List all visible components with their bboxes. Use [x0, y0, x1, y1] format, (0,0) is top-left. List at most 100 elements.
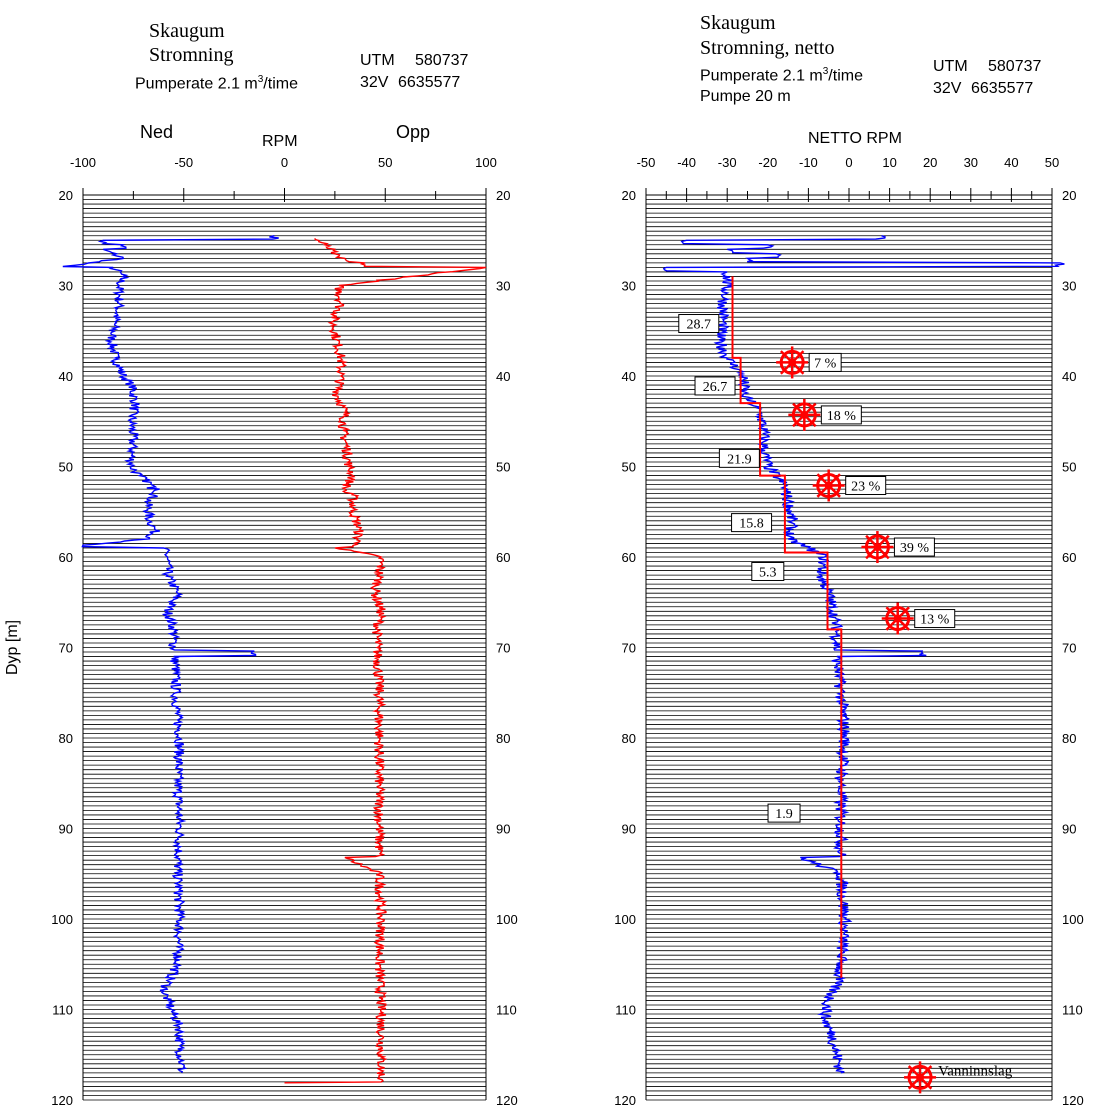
y-tick-label: 30 — [59, 279, 73, 294]
series-avg — [731, 276, 843, 978]
y-tick-label: 100 — [614, 912, 636, 927]
series-netto — [662, 235, 1065, 1074]
inflow-label: 13 % — [920, 613, 950, 628]
up-label: Opp — [396, 122, 431, 142]
right-utm-e: 580737 — [988, 58, 1042, 75]
y-tick-label: 110 — [496, 1003, 517, 1018]
inflow-label: 18 % — [827, 409, 857, 424]
y-tick-label: 20 — [1062, 188, 1076, 203]
value-label: 5.3 — [759, 565, 777, 580]
inflow-label-box — [893, 537, 935, 557]
y-tick-label: 90 — [59, 822, 73, 837]
x-tick-label: -50 — [174, 155, 193, 170]
y-tick-label: 70 — [622, 641, 636, 656]
y-tick-label: 30 — [496, 279, 510, 294]
y-tick-label: 20 — [622, 188, 636, 203]
y-tick-label: 20 — [59, 188, 73, 203]
y-tick-label: 120 — [614, 1093, 636, 1106]
y-tick-label: 120 — [51, 1093, 73, 1106]
y-tick-label: 90 — [1062, 822, 1076, 837]
y-tick-label: 60 — [1062, 550, 1076, 565]
y-tick-label: 100 — [51, 912, 73, 927]
inflow-wheel-icon — [776, 346, 809, 379]
y-tick-label: 40 — [1062, 369, 1076, 384]
left-zone: 32V — [360, 74, 389, 91]
value-label-box — [694, 376, 736, 396]
value-label: 15.8 — [739, 517, 764, 532]
x-tick-label: 100 — [475, 155, 497, 170]
right-pump-unit: /time — [828, 67, 863, 85]
right-site-title: Skaugum — [700, 12, 776, 34]
inflow-label-box — [845, 476, 887, 496]
legend-label: Vanninnslag — [938, 1063, 1013, 1079]
y-tick-label: 80 — [622, 731, 636, 746]
right-zone: 32V — [933, 80, 962, 97]
y-tick-label: 120 — [496, 1093, 518, 1106]
inflow-label-box — [820, 405, 862, 425]
y-tick-label: 100 — [496, 912, 518, 927]
y-tick-label: 120 — [1062, 1093, 1084, 1106]
x-tick-label: -50 — [637, 155, 656, 170]
inflow-wheel-icon — [861, 531, 894, 564]
y-tick-label: 110 — [1062, 1003, 1083, 1018]
inflow-label: 23 % — [851, 480, 881, 495]
right-axis-title: NETTO RPM — [808, 130, 902, 147]
y-tick-label: 20 — [496, 188, 510, 203]
right-pump-rate: Pumperate 2.1 m3/time — [700, 66, 863, 85]
right-pump-label: Pumperate — [700, 67, 779, 85]
left-subtitle: Stromning — [149, 44, 234, 66]
y-tick-label: 70 — [59, 641, 73, 656]
right-utm-label: UTM — [933, 58, 968, 75]
y-tick-label: 110 — [615, 1003, 636, 1018]
x-tick-label: -10 — [799, 155, 818, 170]
y-tick-label: 50 — [59, 460, 73, 475]
y-tick-label: 60 — [59, 550, 73, 565]
y-tick-label: 40 — [496, 369, 510, 384]
y-tick-label: 40 — [622, 369, 636, 384]
inflow-label-box — [808, 352, 842, 372]
right-pump-value: 2.1 m — [782, 67, 823, 85]
x-tick-label: 10 — [882, 155, 896, 170]
series-ned — [62, 235, 279, 1074]
y-tick-label: 50 — [622, 460, 636, 475]
x-tick-label: 0 — [845, 155, 852, 170]
left-pump-label: Pumperate — [135, 75, 214, 93]
y-tick-label: 50 — [1062, 460, 1076, 475]
y-tick-label: 30 — [622, 279, 636, 294]
y-tick-label: 50 — [496, 460, 510, 475]
left-utm-label: UTM — [360, 52, 395, 69]
x-tick-label: 20 — [923, 155, 937, 170]
x-tick-label: -20 — [758, 155, 777, 170]
value-label: 26.7 — [703, 380, 728, 395]
y-tick-label: 80 — [1062, 731, 1076, 746]
inflow-label: 7 % — [814, 356, 837, 371]
x-tick-label: 50 — [378, 155, 392, 170]
value-label-box — [751, 561, 785, 581]
left-pump-unit: /time — [263, 75, 298, 93]
value-label-box — [718, 448, 760, 468]
value-label: 21.9 — [727, 452, 752, 467]
value-label: 1.9 — [775, 807, 793, 822]
legend-wheel-icon — [904, 1061, 937, 1094]
value-label-box — [678, 314, 720, 334]
x-tick-label: 0 — [281, 155, 288, 170]
y-tick-label: 90 — [496, 822, 510, 837]
value-label-box — [767, 803, 801, 823]
x-tick-label: -100 — [70, 155, 96, 170]
y-tick-label: 40 — [59, 369, 73, 384]
left-site-title: Skaugum — [149, 20, 225, 42]
inflow-wheel-icon — [788, 398, 821, 431]
value-label: 28.7 — [687, 318, 712, 333]
x-tick-label: 50 — [1045, 155, 1059, 170]
inflow-wheel-icon — [881, 602, 914, 635]
x-tick-label: -40 — [677, 155, 696, 170]
y-tick-label: 80 — [496, 731, 510, 746]
y-tick-label: 70 — [1062, 641, 1076, 656]
y-tick-label: 90 — [622, 822, 636, 837]
y-tick-label: 60 — [622, 550, 636, 565]
y-tick-label: 80 — [59, 731, 73, 746]
y-tick-label: 110 — [52, 1003, 73, 1018]
left-utm-n: 6635577 — [398, 74, 461, 91]
left-pump-value: 2.1 m — [217, 75, 258, 93]
